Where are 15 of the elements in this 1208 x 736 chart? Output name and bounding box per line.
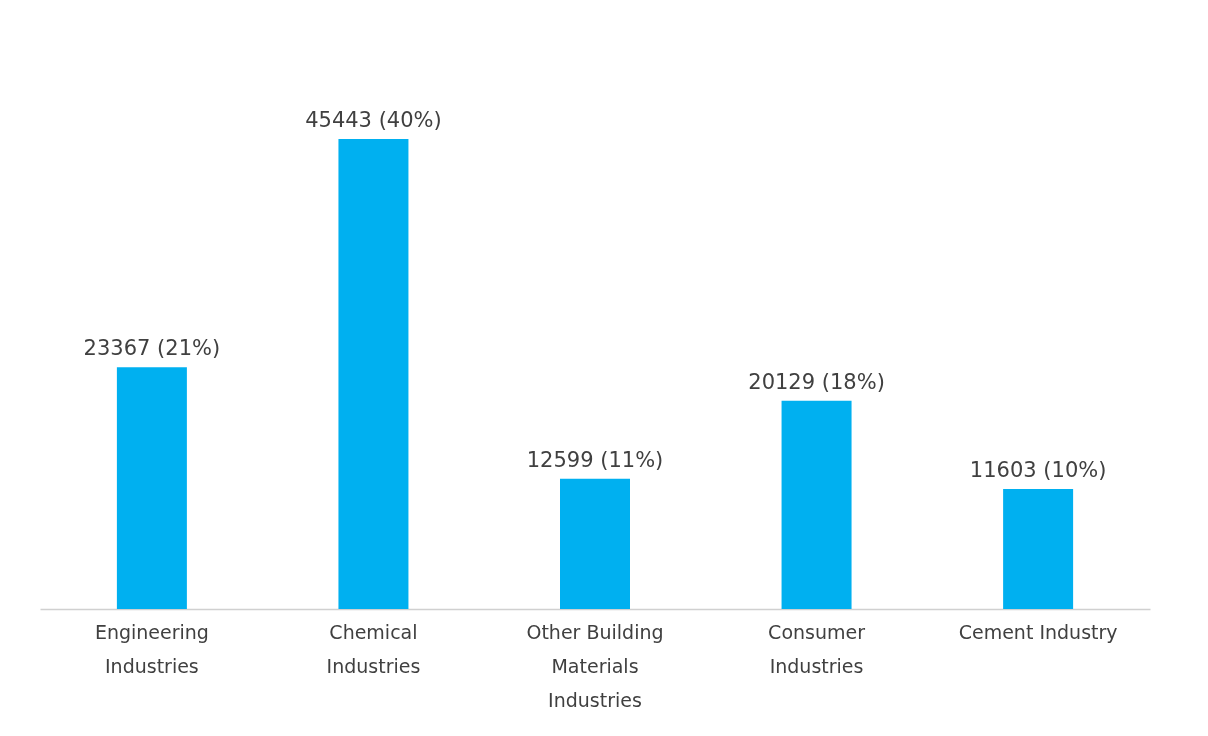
data-label: 23367 (21%)	[83, 336, 221, 361]
bar	[1003, 488, 1074, 609]
data-label: 12599 (11%)	[526, 447, 664, 472]
x-tick-label: Cement Industry	[958, 620, 1118, 643]
bar	[781, 400, 852, 609]
bar	[338, 139, 409, 609]
x-tick-label: Other Building Materials Industries	[526, 620, 664, 711]
data-label: 11603 (10%)	[969, 457, 1107, 482]
bar	[560, 478, 630, 609]
x-tick-label: Engineering Industries	[94, 620, 209, 677]
x-tick-label: Consumer Industries	[768, 620, 866, 677]
data-label: 20129 (18%)	[748, 369, 885, 394]
data-label: 45443 (40%)	[305, 108, 442, 132]
bar	[116, 367, 187, 609]
x-tick-label: Chemical Industries	[326, 620, 421, 677]
